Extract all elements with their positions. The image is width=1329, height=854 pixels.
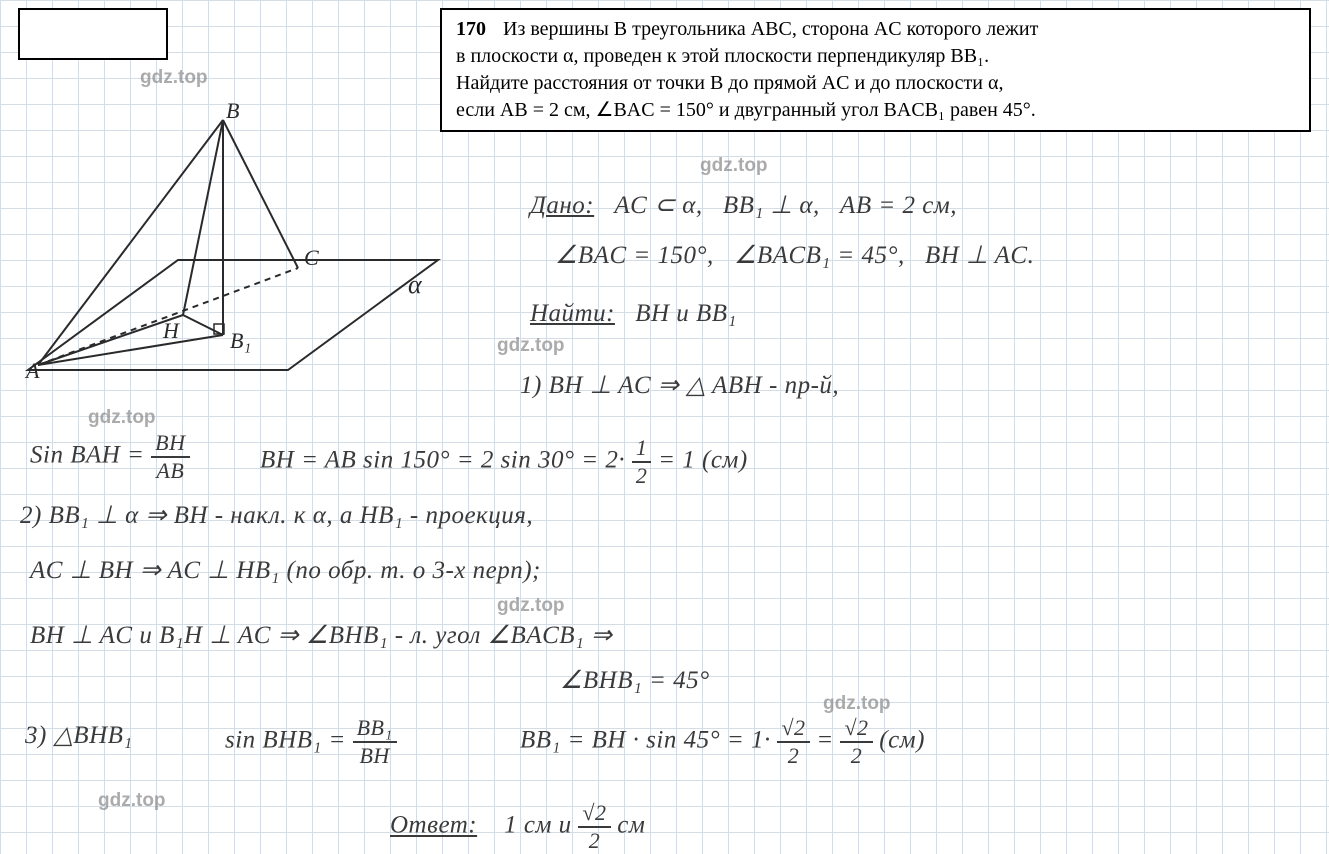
find-label: Найти: xyxy=(530,300,615,327)
step2-a: 2) BB₁ ⊥ α ⇒ BH - накл. к α, а HB₁ - про… xyxy=(20,500,533,530)
step2-c: BH ⊥ AC и B₁H ⊥ AC ⇒ ∠BHB₁ - л. угол ∠BA… xyxy=(30,620,612,650)
step1-a: 1) BH ⊥ AC ⇒ △ ABH - пр-й, xyxy=(520,370,839,400)
given-1a: AC ⊂ α, xyxy=(614,192,702,219)
step3-frac-num: BB₁ xyxy=(353,715,397,743)
step2-b: AC ⊥ BH ⇒ AC ⊥ HB₁ (по обр. т. о 3-х пер… xyxy=(30,555,541,585)
problem-statement-box: 170 Из вершины B треугольника ABC, сторо… xyxy=(440,8,1311,132)
step1-calc: BH = AB sin 150° = 2 sin 30° = 2· 1 2 = … xyxy=(260,435,748,489)
step1-frac-den: AB xyxy=(151,458,189,484)
step3-sqrt2-num: √2 xyxy=(840,715,872,743)
problem-text-2: в плоскости α, проведен к этой плоскости… xyxy=(456,45,989,67)
answer-frac: √2 2 xyxy=(578,800,610,854)
step1-half-den: 2 xyxy=(632,463,652,489)
label-alpha: α xyxy=(408,270,422,300)
answer-frac-num: √2 xyxy=(578,800,610,828)
step3-calc: BB₁ = BH · sin 45° = 1· √2 2 = √2 2 (см) xyxy=(520,715,925,769)
label-C: C xyxy=(304,245,319,271)
step3-sin: sin BHB₁ = BB₁ BH xyxy=(225,715,397,769)
answer-frac-den: 2 xyxy=(578,828,610,854)
given-line2: ∠BAC = 150°, ∠BACB₁ = 45°, BH ⊥ AC. xyxy=(555,240,1034,270)
step1-frac: BH AB xyxy=(151,430,189,484)
problem-text-3: Найдите расстояния от точки B до прямой … xyxy=(456,72,1003,94)
given-2c: BH ⊥ AC. xyxy=(925,242,1034,269)
answer-text-b: см xyxy=(617,812,645,839)
blank-header-box xyxy=(18,8,168,60)
given-label: Дано: AC ⊂ α, BB₁ ⊥ α, AB = 2 см, xyxy=(530,190,957,220)
step1-sin-label: Sin BAH = xyxy=(30,442,144,469)
find-text: BH и BB₁ xyxy=(635,300,737,327)
given-2a: ∠BAC = 150°, xyxy=(555,242,714,269)
answer-label: Ответ: xyxy=(390,812,477,839)
step2-d: ∠BHB₁ = 45° xyxy=(560,665,710,695)
label-H: H xyxy=(163,318,179,344)
step1-result: = 1 (см) xyxy=(658,447,748,474)
step3-frac: BB₁ BH xyxy=(353,715,397,769)
step3-frac-den: BH xyxy=(353,743,397,769)
step3-sqrt1-den: 2 xyxy=(777,743,809,769)
given-label-text: Дано: xyxy=(530,192,594,219)
given-1b: BB₁ ⊥ α, xyxy=(723,192,820,219)
step3-sqrt1: √2 2 xyxy=(777,715,809,769)
problem-text-4: если AB = 2 см, ∠BAC = 150° и двугранный… xyxy=(456,99,1036,121)
step3-sqrt1-num: √2 xyxy=(777,715,809,743)
watermark-4: gdz.top xyxy=(88,407,156,429)
step3-result: (см) xyxy=(879,727,925,754)
step1-frac-num: BH xyxy=(151,430,189,458)
label-B1: B₁ xyxy=(230,328,251,354)
step3-calc-text: BB₁ = BH · sin 45° = 1· xyxy=(520,727,771,754)
label-A: A xyxy=(26,358,39,384)
watermark-6: gdz.top xyxy=(823,693,891,715)
answer-text-a: 1 см и xyxy=(504,812,578,839)
watermark-1: gdz.top xyxy=(140,67,208,89)
watermark-5: gdz.top xyxy=(497,595,565,617)
step3-a: 3) △BHB₁ xyxy=(25,720,133,750)
step3-sqrt2-den: 2 xyxy=(840,743,872,769)
step1-half: 1 2 xyxy=(632,435,652,489)
step3-sqrt2: √2 2 xyxy=(840,715,872,769)
geometry-diagram: A B C H B₁ α xyxy=(8,60,448,380)
step1-half-num: 1 xyxy=(632,435,652,463)
step3-sin-label: sin BHB₁ = xyxy=(225,727,346,754)
given-1c: AB = 2 см, xyxy=(840,192,957,219)
watermark-7: gdz.top xyxy=(98,790,166,812)
problem-text-1: Из вершины B треугольника ABC, сторона A… xyxy=(503,18,1038,40)
watermark-3: gdz.top xyxy=(497,335,565,357)
given-2b: ∠BACB₁ = 45°, xyxy=(734,242,905,269)
step3-eq: = xyxy=(816,727,840,754)
problem-number: 170 xyxy=(456,18,486,40)
find-line: Найти: BH и BB₁ xyxy=(530,300,737,328)
answer: Ответ: 1 см и √2 2 см xyxy=(390,800,645,854)
watermark-2: gdz.top xyxy=(700,155,768,177)
step1-calc-text: BH = AB sin 150° = 2 sin 30° = 2· xyxy=(260,447,625,474)
label-B: B xyxy=(226,98,239,124)
step1-sin: Sin BAH = BH AB xyxy=(30,430,190,484)
